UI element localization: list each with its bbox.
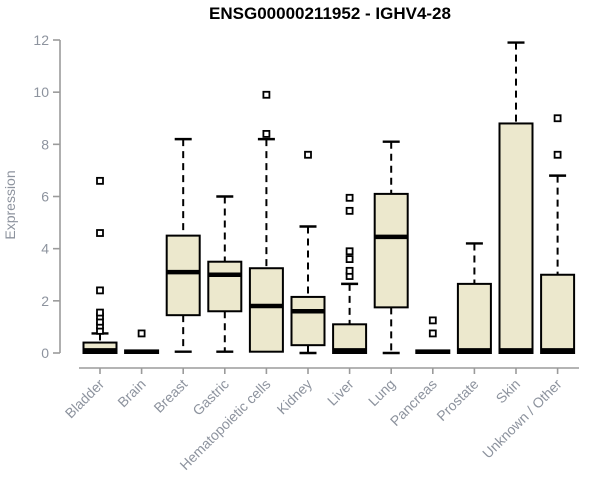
- outlier-point: [428, 316, 437, 325]
- y-tick-label: 6: [41, 189, 49, 205]
- box-rect: [540, 273, 576, 354]
- outlier-point: [262, 129, 271, 138]
- boxplot-group-bladder: [82, 176, 118, 355]
- chart-title: ENSG00000211952 - IGHV4-28: [209, 4, 451, 23]
- boxplot-group-liver: [332, 193, 368, 354]
- outlier-point: [345, 247, 354, 256]
- outlier-point: [345, 193, 354, 202]
- outlier-point: [428, 329, 437, 338]
- box-rect: [456, 282, 492, 355]
- y-tick-label: 8: [41, 136, 49, 152]
- boxplot-group-skin: [498, 41, 534, 355]
- y-tick-label: 0: [41, 345, 49, 361]
- y-tick-label: 10: [33, 84, 49, 100]
- y-tick-label: 2: [41, 293, 49, 309]
- outlier-point: [345, 255, 354, 264]
- box-rect: [498, 122, 534, 355]
- outlier-point: [96, 308, 104, 317]
- box-rect: [207, 260, 243, 313]
- x-tick-label: Bladder: [62, 376, 108, 422]
- boxplot-group-brain: [124, 329, 160, 354]
- boxplot-group-pancreas: [415, 316, 451, 354]
- boxplot-group-prostate: [456, 242, 492, 355]
- outlier-point: [262, 90, 271, 99]
- outlier-point: [96, 229, 104, 237]
- outlier-point: [345, 266, 354, 275]
- boxplot-group-unknown-other: [540, 114, 576, 354]
- x-tick-label: Unknown / Other: [479, 376, 565, 462]
- box-rect: [165, 234, 201, 317]
- boxplot-group-kidney: [290, 150, 326, 355]
- boxes-layer: [82, 41, 576, 355]
- boxplot-group-gastric: [207, 195, 243, 353]
- x-tick-label: Prostate: [433, 376, 481, 424]
- x-tick-label: Breast: [150, 376, 190, 416]
- box-rect: [82, 341, 118, 355]
- y-tick-label: 12: [33, 32, 49, 48]
- outlier-point: [137, 329, 146, 338]
- outlier-point: [553, 150, 562, 159]
- y-axis-title: Expression: [2, 170, 18, 239]
- outlier-point: [553, 114, 562, 123]
- x-tick-label: Liver: [324, 376, 357, 409]
- y-tick-label: 4: [41, 241, 49, 257]
- box-rect: [248, 267, 284, 353]
- boxplot-group-lung: [373, 140, 409, 355]
- x-tick-label: Skin: [493, 376, 524, 407]
- box-rect: [290, 295, 326, 347]
- outlier-point: [96, 176, 104, 185]
- outlier-point: [304, 150, 312, 159]
- boxplot-group-hematopoietic-cells: [248, 90, 284, 353]
- outlier-point: [96, 286, 104, 295]
- boxplot-group-breast: [165, 137, 201, 353]
- x-tick-label: Kidney: [274, 376, 316, 418]
- box-rect: [373, 192, 409, 309]
- x-tick-label: Brain: [114, 376, 148, 410]
- outlier-point: [345, 206, 354, 215]
- x-tick-label: Lung: [365, 376, 398, 409]
